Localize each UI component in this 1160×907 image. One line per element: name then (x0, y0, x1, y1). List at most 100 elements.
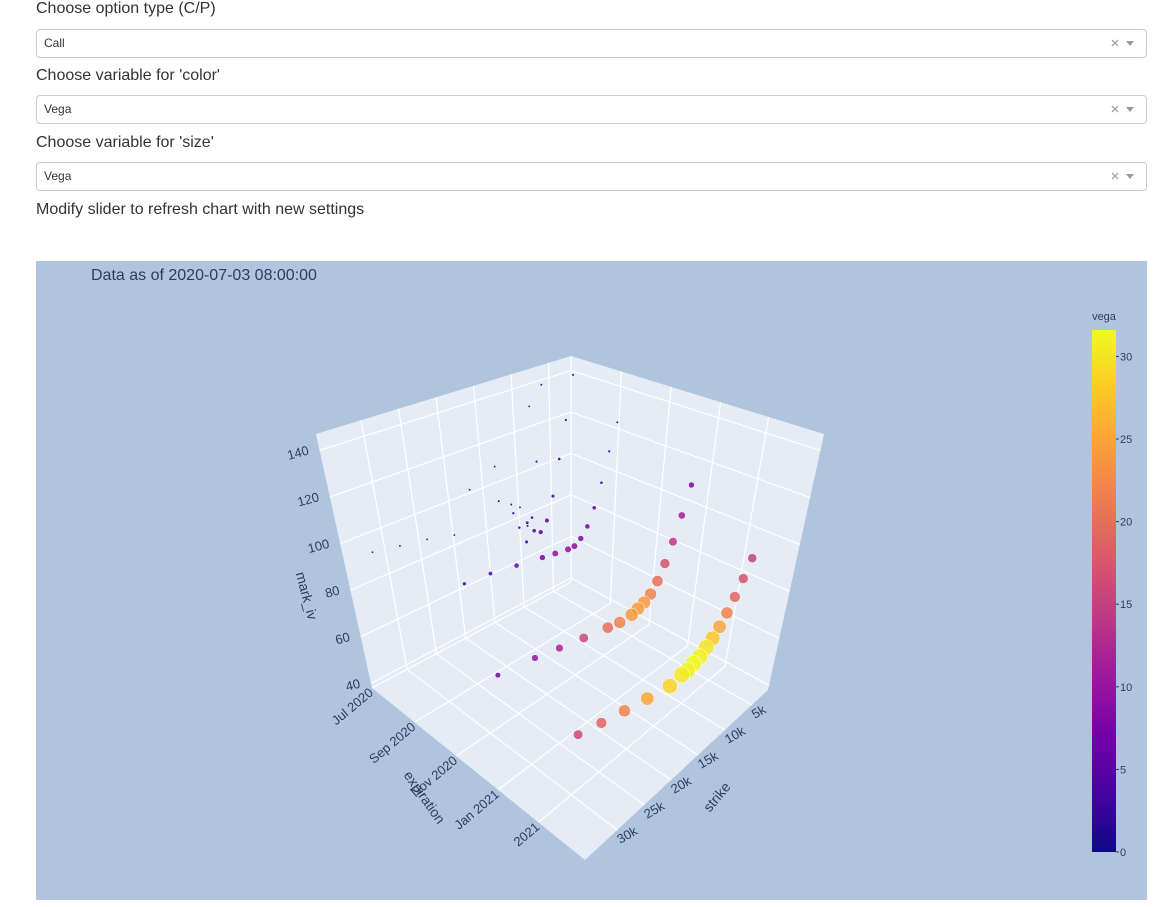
control-label: Choose option type (C/P) (36, 0, 216, 17)
data-point (398, 544, 402, 548)
colorbar-tick-label: 20 (1120, 517, 1132, 529)
z-tick-label: 80 (323, 583, 341, 601)
colorbar-tick-label: 10 (1120, 682, 1132, 694)
data-point (595, 717, 608, 729)
data-point (525, 520, 530, 525)
data-point (525, 524, 530, 528)
data-point (584, 523, 591, 530)
grid-line (538, 665, 726, 823)
caret-icon[interactable] (1126, 174, 1134, 179)
clear-icon[interactable] (1111, 39, 1119, 47)
data-point (607, 449, 611, 453)
grid-line (570, 535, 780, 639)
clear-icon[interactable] (1111, 105, 1119, 113)
grid-line (436, 653, 645, 806)
wall (316, 356, 571, 688)
caret-icon[interactable] (1126, 41, 1134, 46)
data-point (488, 571, 493, 577)
data-point (534, 459, 539, 464)
grid-line (686, 402, 722, 646)
data-point (673, 666, 690, 683)
data-point (564, 418, 568, 422)
grid-line (465, 637, 672, 781)
data-point (509, 503, 513, 507)
data-point (511, 511, 515, 515)
data-point (615, 420, 619, 424)
data-point (688, 481, 695, 489)
grid-line (570, 411, 811, 498)
chart: Data as of 2020-07-03 08:00:00 vega 5k10… (36, 261, 1147, 900)
data-point (624, 607, 639, 622)
data-point (550, 493, 556, 499)
data-point (531, 528, 537, 534)
data-point (747, 553, 758, 563)
grid-line (609, 371, 623, 604)
chart-title: Data as of 2020-07-03 08:00:00 (91, 267, 317, 284)
data-point (524, 539, 529, 545)
data-point (513, 562, 520, 569)
data-point (551, 550, 559, 557)
grid-line (329, 411, 572, 498)
dropdown-icons (1111, 172, 1134, 180)
data-point (564, 545, 572, 553)
colorbar-tick-label: 30 (1120, 351, 1132, 363)
data-point (573, 729, 584, 740)
colorbar-tick-label: 5 (1120, 764, 1126, 776)
z-tick-label: 140 (286, 443, 311, 463)
data-point (539, 554, 546, 561)
data-point (712, 619, 727, 634)
caret-icon[interactable] (1126, 107, 1134, 112)
dropdown[interactable]: Call (36, 29, 1147, 58)
data-point (659, 558, 671, 569)
data-point (452, 533, 456, 537)
data-point (425, 537, 429, 541)
control-label: Choose variable for 'size' (36, 134, 214, 151)
grid-line (553, 590, 753, 706)
colorbar-tick-label: 25 (1120, 434, 1132, 446)
dropdown[interactable]: Vega (36, 95, 1147, 124)
z-tick-label: 60 (334, 629, 352, 647)
data-point (640, 691, 655, 706)
grid-line (570, 452, 801, 545)
colorbar-title: vega (1092, 311, 1117, 323)
grid-line (435, 397, 467, 639)
grid-line (570, 494, 790, 592)
z-tick-label: 100 (306, 536, 331, 556)
grid-line (339, 452, 572, 545)
dropdown-icons (1111, 39, 1134, 47)
data-point (668, 537, 678, 547)
data-point (538, 529, 544, 535)
grid-line (371, 581, 572, 689)
colorbar-tick-label: 0 (1120, 847, 1126, 859)
grid-line (350, 494, 572, 591)
data-point (578, 632, 589, 643)
grid-line (497, 645, 688, 791)
colorbar-tick-label: 15 (1120, 599, 1132, 611)
grid-line (523, 606, 726, 731)
data-point (544, 517, 550, 524)
clear-icon[interactable] (1111, 172, 1119, 180)
data-point (662, 678, 678, 694)
grid-line (494, 622, 699, 756)
z-tick-label: 40 (344, 676, 362, 694)
grid-line (724, 416, 770, 667)
colorbar (1092, 330, 1116, 852)
grid-line (472, 385, 496, 623)
data-point (570, 542, 578, 550)
data-point (720, 606, 734, 620)
data-point (493, 465, 497, 469)
dropdown-icons (1111, 105, 1134, 113)
grid-line (360, 535, 572, 638)
data-point (577, 535, 585, 542)
grid-line (414, 603, 611, 723)
grid-line (570, 577, 770, 686)
grid-line (570, 369, 821, 452)
data-point (651, 575, 664, 587)
data-point (462, 581, 467, 586)
floor (372, 582, 768, 860)
data-point (738, 573, 749, 584)
data-point (601, 621, 614, 634)
dropdown-value: Call (44, 36, 65, 50)
dropdown[interactable]: Vega (36, 162, 1147, 191)
